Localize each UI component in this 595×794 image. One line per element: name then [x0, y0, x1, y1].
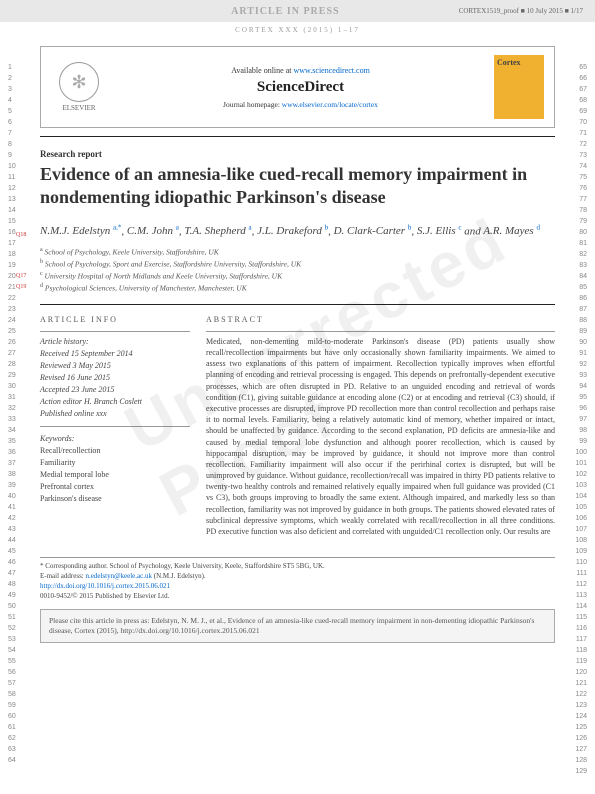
available-online-text: Available online at www.sciencedirect.co… — [117, 66, 484, 75]
revised-date: Revised 16 June 2015 — [40, 372, 190, 384]
query-mark: Q19 — [16, 284, 26, 290]
published-date: Published online xxx — [40, 408, 190, 420]
keyword: Familiarity — [40, 457, 190, 469]
keyword: Recall/recollection — [40, 445, 190, 457]
article-info-heading: ARTICLE INFO — [40, 315, 190, 327]
author-list: N.M.J. Edelstyn a,*, C.M. John a, T.A. S… — [40, 224, 555, 240]
citation-box: Please cite this article in press as: Ed… — [40, 609, 555, 643]
abstract-text: Medicated, non-dementing mild-to-moderat… — [206, 336, 555, 537]
received-date: Received 15 September 2014 — [40, 348, 190, 360]
affiliation-list: a School of Psychology, Keele University… — [40, 246, 555, 294]
proof-info: CORTEX1519_proof ■ 10 July 2015 ■ 1/17 — [459, 7, 583, 15]
copyright-line: 0010-9452/© 2015 Published by Elsevier L… — [40, 592, 555, 602]
elsevier-tree-icon: ✻ — [59, 62, 99, 102]
elsevier-logo: ✻ ELSEVIER — [51, 56, 107, 118]
query-mark: Q18 — [16, 232, 26, 238]
article-history: Article history: Received 15 September 2… — [40, 336, 190, 505]
action-editor: Action editor H. Branch Coslett — [40, 396, 190, 408]
query-mark: Q17 — [16, 273, 26, 279]
line-numbers-right: 6566676869707172737475767778798081828384… — [575, 62, 587, 777]
email-link[interactable]: n.edelstyn@keele.ac.uk — [86, 572, 153, 580]
doi-link[interactable]: http://dx.doi.org/10.1016/j.cortex.2015.… — [40, 582, 170, 590]
corresponding-author-footer: * Corresponding author. School of Psycho… — [40, 557, 555, 601]
availability-box: ✻ ELSEVIER Available online at www.scien… — [40, 46, 555, 128]
line-numbers-left: 1234567891011121314151617181920212223242… — [8, 62, 16, 766]
article-type: Research report — [40, 149, 555, 163]
journal-citation-line: CORTEX XXX (2015) 1–17 — [0, 22, 595, 38]
accepted-date: Accepted 23 June 2015 — [40, 384, 190, 396]
journal-cover-thumbnail: Cortex — [494, 55, 544, 119]
journal-homepage: Journal homepage: www.elsevier.com/locat… — [117, 100, 484, 109]
keyword: Medial temporal lobe — [40, 469, 190, 481]
elsevier-label: ELSEVIER — [62, 104, 95, 112]
reviewed-date: Reviewed 3 May 2015 — [40, 360, 190, 372]
sciencedirect-link[interactable]: www.sciencedirect.com — [293, 66, 369, 75]
article-title: Evidence of an amnesia-like cued-recall … — [40, 163, 555, 210]
abstract-heading: ABSTRACT — [206, 315, 555, 327]
article-in-press-label: ARTICLE IN PRESS — [112, 6, 459, 17]
page-header: ARTICLE IN PRESS CORTEX1519_proof ■ 10 J… — [0, 0, 595, 22]
keyword: Parkinson's disease — [40, 493, 190, 505]
homepage-link[interactable]: www.elsevier.com/locate/cortex — [282, 100, 378, 109]
keyword: Prefrontal cortex — [40, 481, 190, 493]
sciencedirect-logo: ScienceDirect — [117, 79, 484, 96]
